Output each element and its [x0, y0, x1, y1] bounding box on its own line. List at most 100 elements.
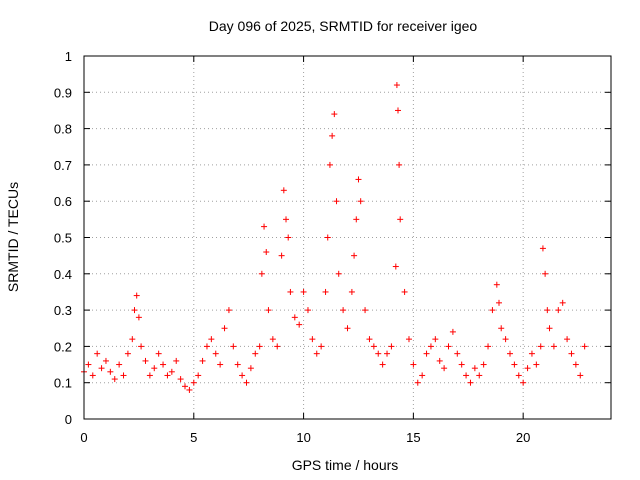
data-point — [414, 379, 421, 386]
data-point — [120, 372, 127, 379]
data-point — [124, 350, 131, 357]
data-point — [274, 343, 281, 350]
data-point — [362, 307, 369, 314]
data-point — [379, 361, 386, 368]
data-point — [348, 288, 355, 295]
data-point — [520, 379, 527, 386]
data-point — [247, 365, 254, 372]
data-point — [401, 288, 408, 295]
data-point — [344, 325, 351, 332]
data-point — [511, 361, 518, 368]
data-point — [524, 365, 531, 372]
data-point — [168, 368, 175, 375]
x-tick-label: 5 — [190, 430, 197, 445]
data-point — [326, 161, 333, 168]
data-point — [324, 234, 331, 241]
y-tick-label: 0.1 — [54, 376, 72, 391]
data-point — [296, 321, 303, 328]
data-point — [539, 245, 546, 252]
data-point — [313, 350, 320, 357]
data-point — [357, 198, 364, 205]
y-tick-label: 0.6 — [54, 194, 72, 209]
x-axis-label: GPS time / hours — [292, 457, 399, 473]
data-point — [280, 187, 287, 194]
data-point — [454, 350, 461, 357]
data-point — [559, 299, 566, 306]
y-tick-label: 0.5 — [54, 231, 72, 246]
data-point — [397, 216, 404, 223]
data-point — [160, 361, 167, 368]
data-point — [393, 82, 400, 89]
data-point — [291, 314, 298, 321]
data-point — [384, 350, 391, 357]
data-point — [239, 372, 246, 379]
data-point — [544, 307, 551, 314]
data-point — [458, 361, 465, 368]
y-tick-labels: 0 0.1 0.2 0.3 0.4 0.5 0.6 0.7 0.8 0.9 1 — [54, 49, 72, 427]
data-point — [449, 328, 456, 335]
data-point — [234, 361, 241, 368]
data-point — [131, 307, 138, 314]
data-point — [287, 288, 294, 295]
data-point — [392, 263, 399, 270]
data-point — [138, 343, 145, 350]
data-point — [133, 292, 140, 299]
data-point — [577, 372, 584, 379]
data-point — [353, 216, 360, 223]
data-point — [217, 361, 224, 368]
data-point — [568, 350, 575, 357]
data-point — [572, 361, 579, 368]
data-point — [225, 307, 232, 314]
data-point — [256, 343, 263, 350]
y-tick-label: 1 — [65, 49, 72, 64]
y-tick-label: 0.8 — [54, 122, 72, 137]
data-point — [329, 132, 336, 139]
data-point — [208, 336, 215, 343]
data-point — [98, 365, 105, 372]
data-point — [427, 343, 434, 350]
data-point — [331, 111, 338, 118]
data-point — [203, 343, 210, 350]
x-tick-labels: 0 5 10 15 20 — [80, 430, 530, 445]
y-tick-label: 0 — [65, 412, 72, 427]
data-point — [533, 361, 540, 368]
data-point — [146, 372, 153, 379]
data-point — [186, 386, 193, 393]
data-point — [410, 361, 417, 368]
data-point — [366, 336, 373, 343]
data-point — [485, 343, 492, 350]
data-point — [528, 350, 535, 357]
data-point — [278, 252, 285, 259]
data-point — [116, 361, 123, 368]
data-point — [375, 350, 382, 357]
data-point — [300, 288, 307, 295]
data-point — [564, 336, 571, 343]
data-point — [335, 270, 342, 277]
data-point — [285, 234, 292, 241]
data-point — [480, 361, 487, 368]
data-point — [493, 281, 500, 288]
data-point — [230, 343, 237, 350]
data-point — [173, 357, 180, 364]
y-tick-label: 0.7 — [54, 158, 72, 173]
data-point — [555, 307, 562, 314]
data-point — [89, 372, 96, 379]
data-point — [102, 357, 109, 364]
data-point — [423, 350, 430, 357]
data-point — [388, 343, 395, 350]
y-axis-label: SRMTID / TECUs — [5, 182, 21, 292]
data-point — [445, 343, 452, 350]
data-point — [265, 307, 272, 314]
data-point — [111, 376, 118, 383]
data-point — [351, 252, 358, 259]
data-point — [546, 325, 553, 332]
data-point — [340, 307, 347, 314]
data-point — [212, 350, 219, 357]
data-point — [261, 223, 268, 230]
data-point — [221, 325, 228, 332]
data-point — [309, 336, 316, 343]
data-point — [550, 343, 557, 350]
data-point — [107, 368, 114, 375]
data-point — [142, 357, 149, 364]
